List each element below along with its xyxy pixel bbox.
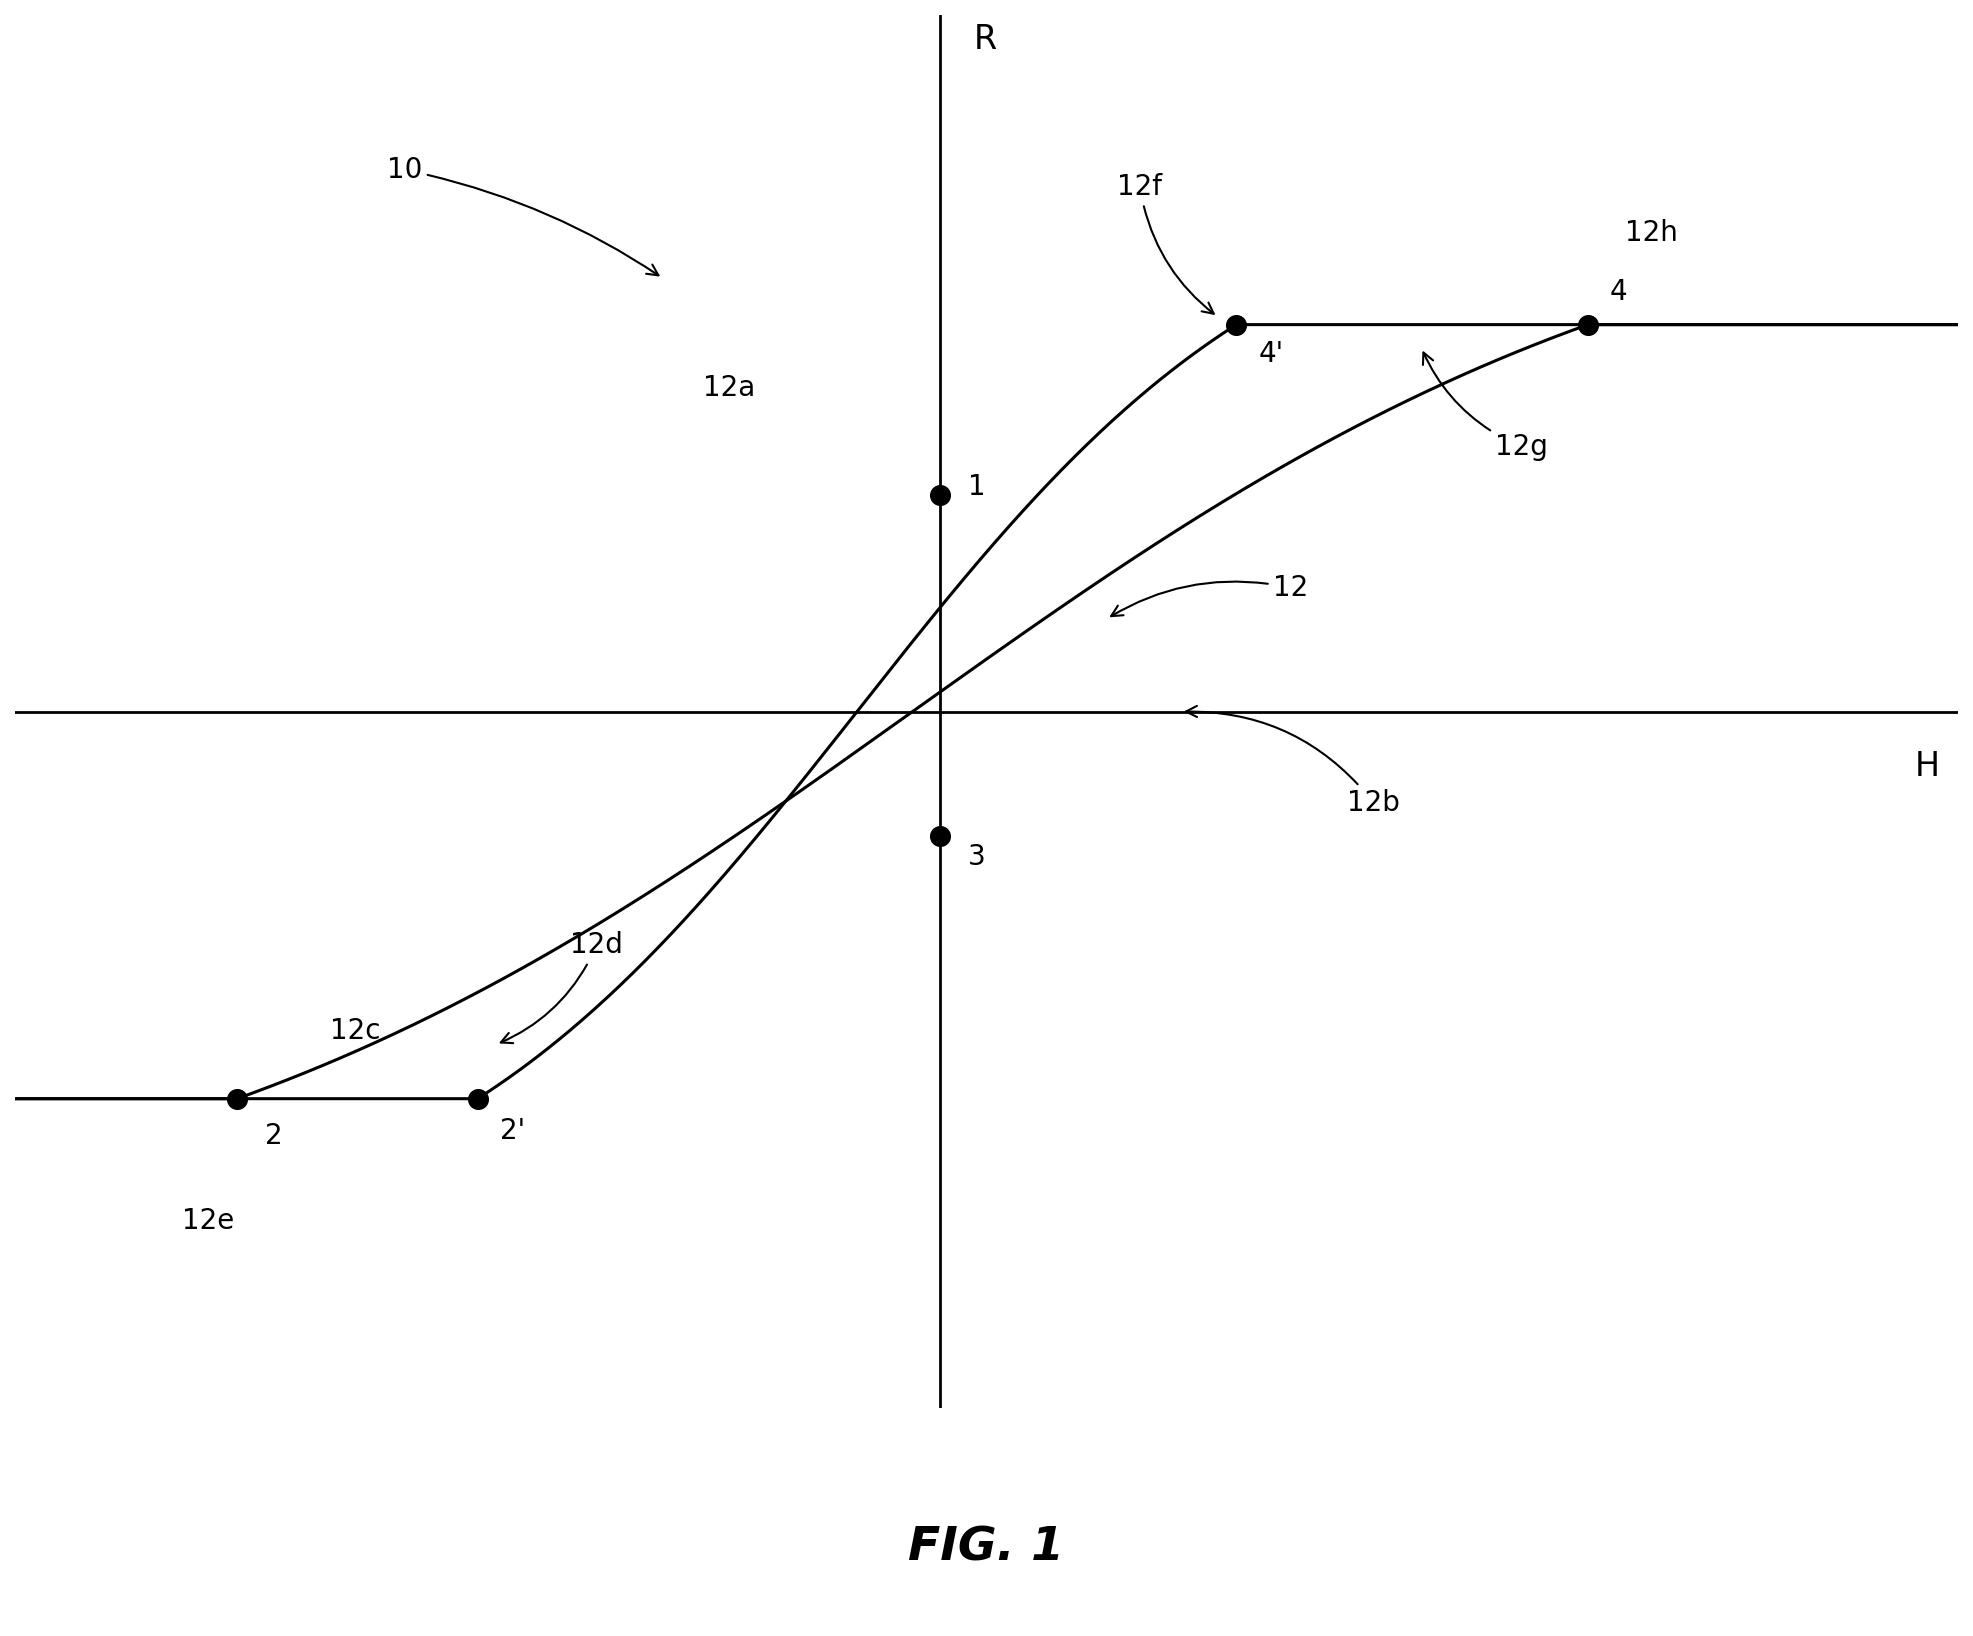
Text: 12a: 12a — [702, 375, 756, 402]
Text: 12g: 12g — [1423, 352, 1549, 461]
Point — [925, 483, 957, 509]
Text: 1: 1 — [969, 473, 986, 501]
Text: 2: 2 — [264, 1122, 282, 1150]
Point — [462, 1086, 493, 1112]
Text: 12c: 12c — [329, 1016, 381, 1044]
Text: R: R — [973, 23, 996, 56]
Point — [1572, 311, 1604, 337]
Text: 2': 2' — [499, 1117, 525, 1145]
Point — [1221, 311, 1253, 337]
Text: 12e: 12e — [182, 1207, 233, 1235]
Text: 3: 3 — [969, 843, 986, 872]
Text: 4': 4' — [1259, 340, 1284, 368]
Text: 12h: 12h — [1626, 219, 1677, 247]
Text: 4: 4 — [1610, 278, 1628, 306]
Text: FIG. 1: FIG. 1 — [908, 1525, 1065, 1571]
Text: 12d: 12d — [501, 931, 623, 1044]
Text: H: H — [1914, 751, 1939, 784]
Text: 12f: 12f — [1117, 173, 1213, 314]
Text: 12: 12 — [1111, 574, 1308, 617]
Text: 12b: 12b — [1186, 705, 1401, 816]
Text: 10: 10 — [387, 155, 659, 275]
Point — [925, 823, 957, 849]
Point — [221, 1086, 253, 1112]
